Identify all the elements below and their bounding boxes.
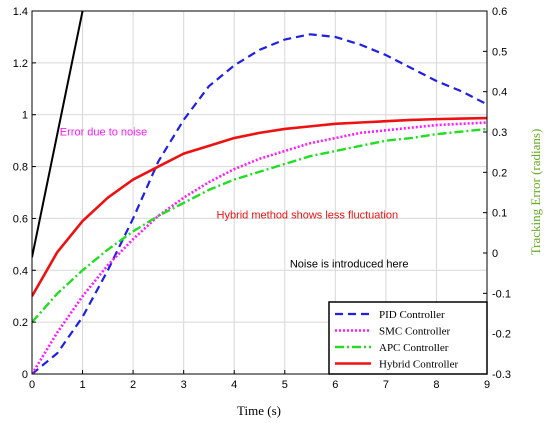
x-tick-label: 6 xyxy=(332,379,338,391)
legend-label-hybrid: Hybrid Controller xyxy=(379,359,458,371)
right-tick-label: 0.3 xyxy=(492,127,507,139)
x-tick-label: 7 xyxy=(383,379,389,391)
right-tick-label: 0.2 xyxy=(492,167,507,179)
y-tick-label: 0 xyxy=(22,369,28,381)
x-tick-label: 0 xyxy=(29,379,35,391)
x-tick-label: 4 xyxy=(231,379,237,391)
annotations: Error due to noise Hybrid method shows le… xyxy=(60,126,409,270)
y-tick-label: 1.2 xyxy=(13,58,28,70)
y-tick-label: 1.4 xyxy=(13,6,28,18)
axis-ticks: 0 1 2 3 4 5 6 7 8 9 0 0.2 0.4 0.6 0.8 1 1.2 1.4 -0.3 -0.2 -0… xyxy=(13,6,511,391)
series-line-smc xyxy=(32,121,487,374)
error-line xyxy=(32,11,84,258)
right-tick-label: 0.5 xyxy=(492,46,507,58)
y-tick-label: 0.4 xyxy=(13,265,28,277)
annotation-text: Error due to noise xyxy=(60,126,147,138)
right-tick-label: -0.3 xyxy=(492,369,511,381)
annotation-text: Noise is introduced here xyxy=(290,259,409,271)
legend-label-pid: PID Controller xyxy=(379,309,445,321)
legend-label-smc: SMC Controller xyxy=(379,326,451,338)
right-tick-label: 0.1 xyxy=(492,208,507,220)
x-axis-label: Time (s) xyxy=(237,403,281,418)
legend: PID Controller SMC Controller APC Controll… xyxy=(328,301,488,375)
right-tick-label: -0.1 xyxy=(492,288,511,300)
annotation-text: Hybrid method shows less fluctuation xyxy=(217,209,399,221)
plot-frame xyxy=(31,10,488,375)
right-tick-label: -0.2 xyxy=(492,329,511,341)
x-tick-label: 2 xyxy=(130,379,136,391)
series-line-hybrid xyxy=(32,116,487,297)
series-lines xyxy=(32,11,487,374)
y-tick-label: 1 xyxy=(22,110,28,122)
series-line-apc xyxy=(32,127,487,323)
right-tick-label: 0 xyxy=(492,248,498,260)
x-tick-label: 5 xyxy=(282,379,288,391)
legend-label-apc: APC Controller xyxy=(379,342,449,354)
x-tick-label: 3 xyxy=(181,379,187,391)
y-tick-label: 0.6 xyxy=(13,213,28,225)
right-tick-label: 0.6 xyxy=(492,6,507,18)
right-axis-label: Tracking Error (radians) xyxy=(528,129,543,256)
right-tick-label: 0.4 xyxy=(492,87,507,99)
x-tick-label: 8 xyxy=(433,379,439,391)
x-tick-label: 9 xyxy=(484,379,490,391)
x-tick-label: 1 xyxy=(79,379,85,391)
y-tick-label: 0.2 xyxy=(13,317,28,329)
series-line-pid xyxy=(32,33,487,374)
y-tick-label: 0.8 xyxy=(13,162,28,174)
